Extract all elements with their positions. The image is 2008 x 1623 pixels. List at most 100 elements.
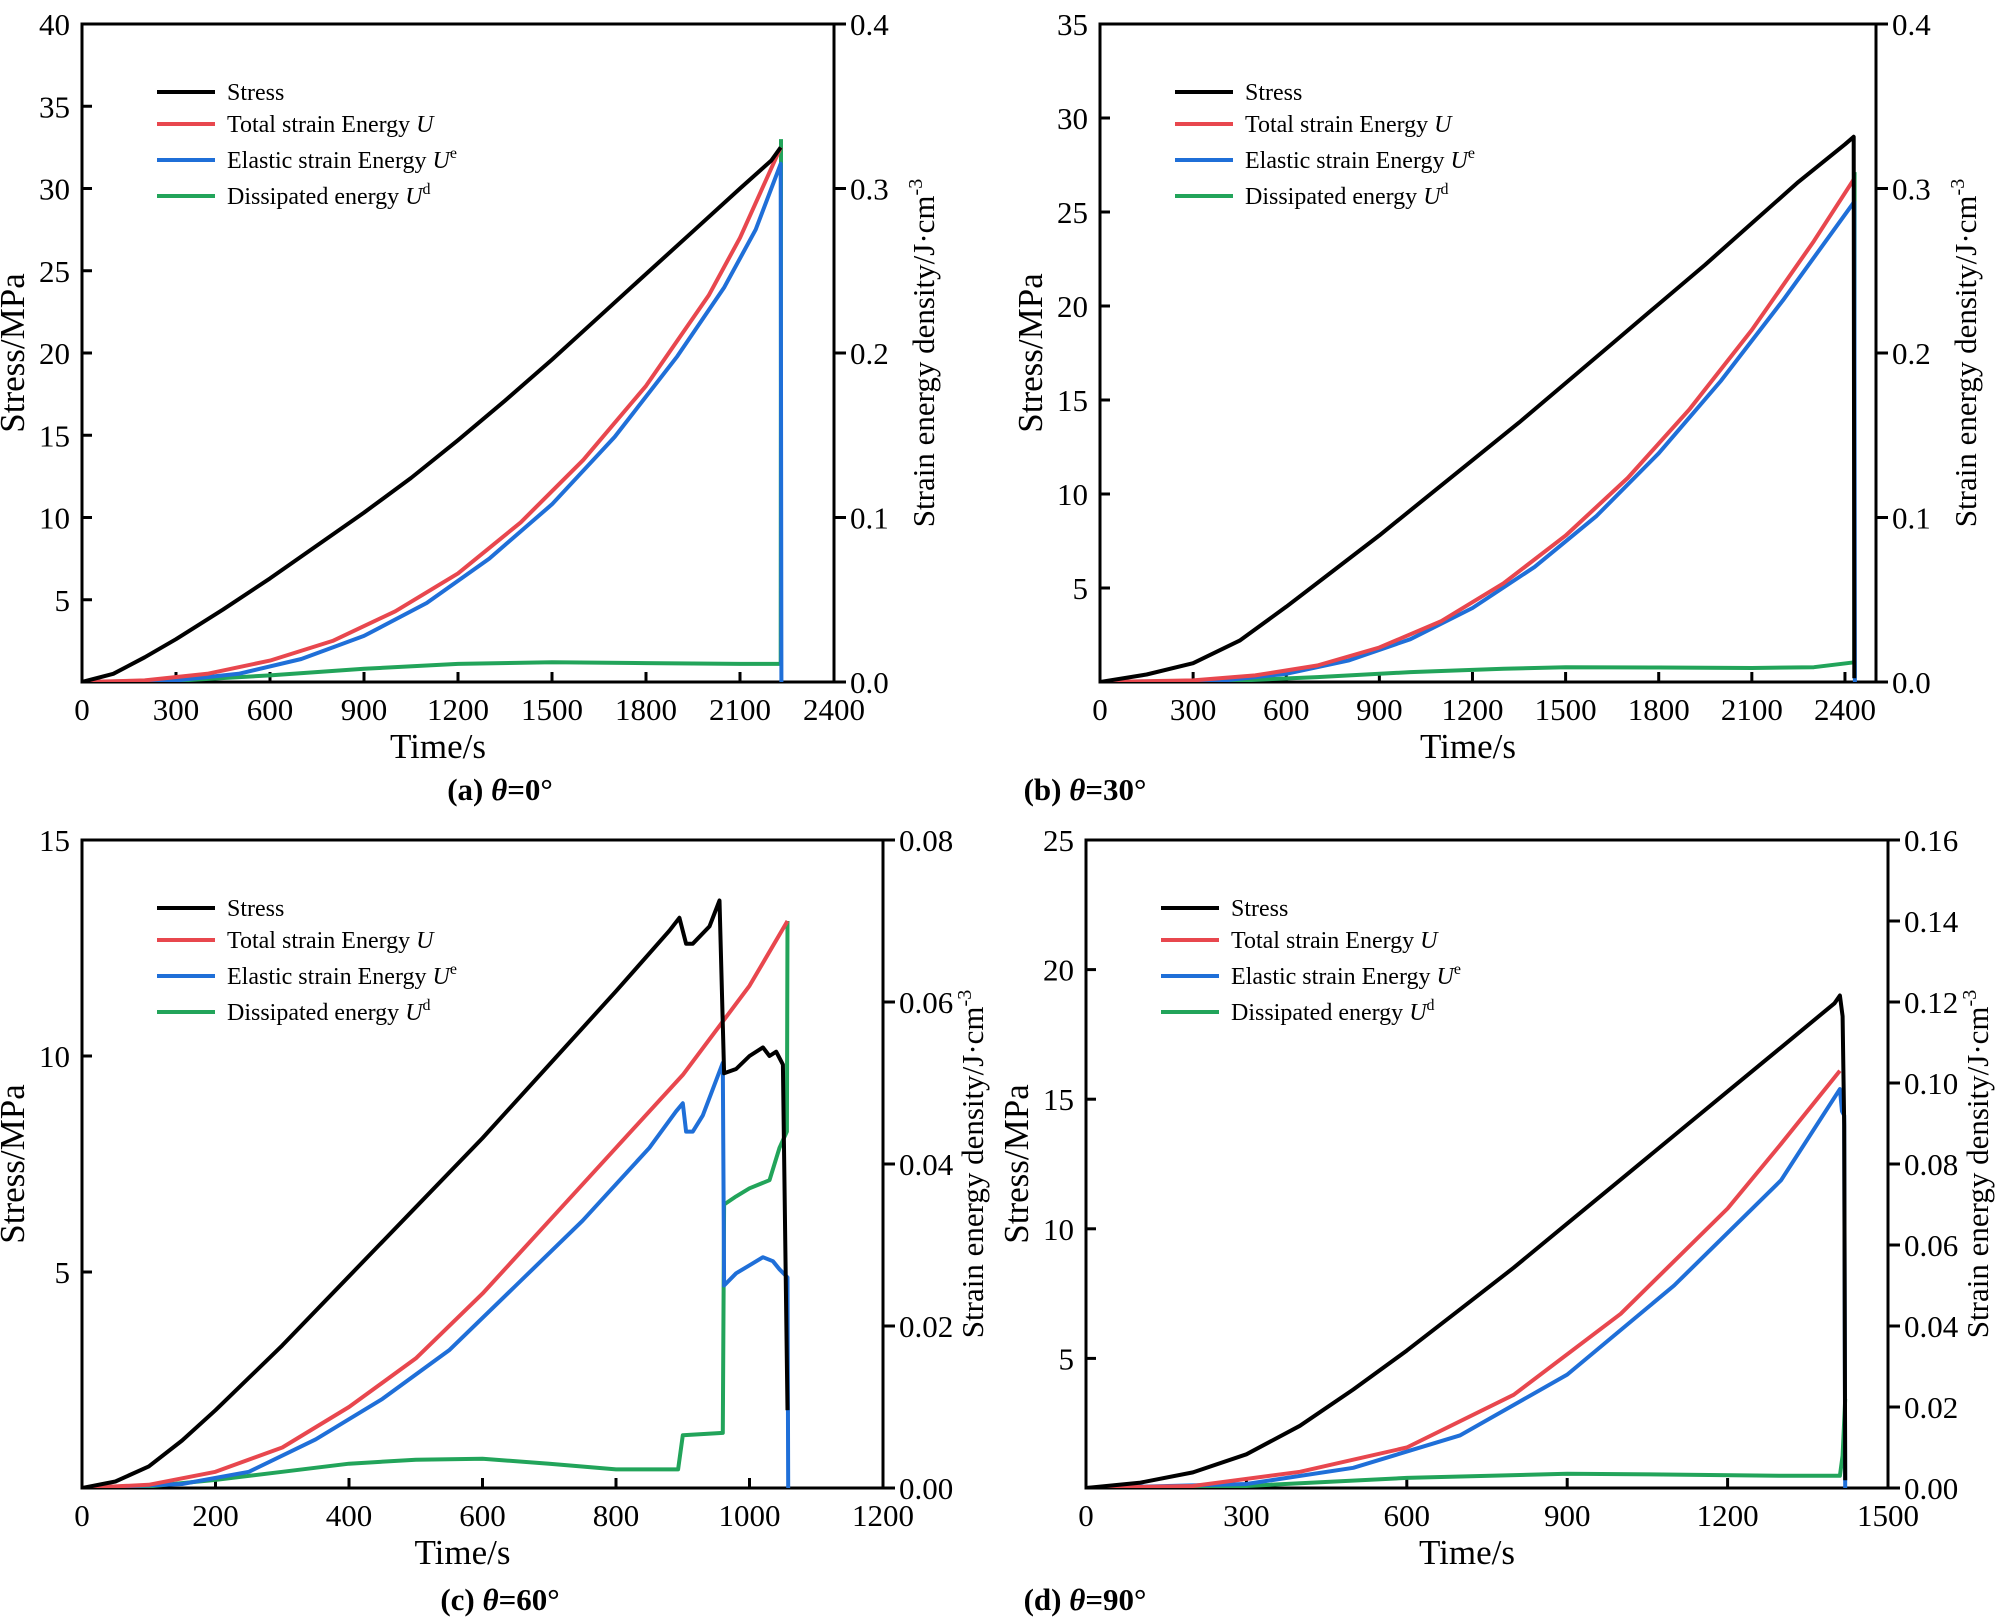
panel-a-legend-label-symbol: U <box>433 148 452 174</box>
panel-d-y2-tick-label: 0.06 <box>1904 1228 1958 1263</box>
panel-d-legend-label-name: Dissipated energy <box>1231 1000 1409 1026</box>
panel-c-x-tick-label: 1000 <box>719 1498 781 1533</box>
panel-d-legend-label-name: Stress <box>1231 896 1288 922</box>
panel-c-plot-frame <box>80 838 885 1490</box>
panel-c-caption: (c) θ=60° <box>440 1582 559 1617</box>
panel-c-legend-label: Elastic strain Energy Ue <box>227 961 457 990</box>
panel-c-legend-label-symbol: U <box>416 928 435 954</box>
panel-a-x-tick-label: 0 <box>74 692 90 727</box>
panel-c-x-tick-label: 800 <box>593 1498 640 1533</box>
panel-a-chart: 0 300 600 900 1200 1500 1800 2100 2400 5 10 15 20 25 3… <box>0 7 941 807</box>
panel-b-y2-tick-label: 0.2 <box>1892 336 1931 371</box>
panel-d-x-tick-label: 300 <box>1223 1498 1270 1533</box>
panel-d-y-axis-title: Stress/MPa <box>997 1084 1036 1244</box>
panel-c-caption-suffix: =60° <box>499 1582 560 1617</box>
panel-c-caption-prefix: (c) <box>440 1582 482 1617</box>
panel-c-y2-axis-title-sup: -3 <box>954 990 976 1007</box>
panel-b-caption-prefix: (b) <box>1024 772 1070 807</box>
panel-d-legend-label-name: Total strain Energy <box>1231 928 1420 954</box>
panel-a-legend-label: Elastic strain Energy Ue <box>227 145 457 174</box>
panel-c-series-elastic-strain-energy-ue <box>82 1060 791 1488</box>
panel-d-chart: 0 300 600 900 1200 1500 5 10 15 20 25 0.00 0.02 0.04 0… <box>997 823 1995 1617</box>
panel-a-legend-label-name: Stress <box>227 80 284 106</box>
panel-b-y-axis-title: Stress/MPa <box>1011 273 1050 433</box>
panel-b-legend-label-name: Dissipated energy <box>1245 184 1423 210</box>
panel-b-series-stress <box>1100 134 1857 682</box>
panel-a-x-tick-label: 1800 <box>615 692 677 727</box>
panel-c-legend-label-symbol: U <box>405 1000 424 1026</box>
panel-d-series-elastic-strain-energy-ue <box>1086 1087 1848 1488</box>
panel-c-series-stress <box>82 898 790 1488</box>
panel-c-legend-label-name: Total strain Energy <box>227 928 416 954</box>
panel-b-legend-label-sup: e <box>1468 145 1475 162</box>
panel-d-y-tick-label: 10 <box>1043 1212 1074 1247</box>
panel-c-x-tick-label: 600 <box>459 1498 506 1533</box>
panel-c-y2-axis-title-main: Strain energy density/J·cm <box>955 1006 990 1338</box>
panel-a-legend-label: Stress <box>227 80 284 106</box>
panel-b-y-tick-label: 25 <box>1057 195 1088 230</box>
panel-b-x-tick-label: 1800 <box>1628 692 1690 727</box>
panel-b-legend-label: Total strain Energy U <box>1245 112 1453 138</box>
panel-b-legend-label-name: Total strain Energy <box>1245 112 1434 138</box>
panel-c-y2-tick-label: 0.06 <box>899 985 953 1020</box>
panel-c-x-tick-label: 0 <box>74 1498 90 1533</box>
panel-a-series-elastic-strain-energy-ue <box>82 161 784 682</box>
panel-c-y-tick-label: 15 <box>39 823 70 858</box>
panel-d-plot-frame <box>1084 838 1890 1490</box>
panel-b-y2-tick-label: 0.4 <box>1892 7 1931 42</box>
panel-c-legend-label-name: Elastic strain Energy <box>227 964 433 990</box>
panel-b-legend-label-symbol: U <box>1434 112 1453 138</box>
panel-a-series-stress <box>82 146 783 682</box>
panel-d-legend-label: Elastic strain Energy Ue <box>1231 961 1461 990</box>
panel-b-y-tick-label: 20 <box>1057 289 1088 324</box>
panel-c-legend-label-name: Stress <box>227 896 284 922</box>
panel-c-legend-label-sup: e <box>450 961 457 978</box>
panel-a-y2-tick-label: 0.0 <box>850 665 889 700</box>
panel-d-y-tick-label: 25 <box>1043 823 1074 858</box>
panel-b-legend-label-symbol: U <box>1423 184 1442 210</box>
panel-d-y2-tick-label: 0.08 <box>1904 1147 1958 1182</box>
panel-b-x-tick-label: 2100 <box>1721 692 1783 727</box>
panel-d-legend-label-symbol: U <box>1420 928 1439 954</box>
panel-d-x-tick-label: 600 <box>1384 1498 1431 1533</box>
panel-b-legend-label: Dissipated energy Ud <box>1245 181 1449 210</box>
panel-b-caption-var: θ <box>1069 772 1085 807</box>
panel-c-y-axis-title: Stress/MPa <box>0 1084 32 1244</box>
panel-a-legend-label-name: Total strain Energy <box>227 112 416 138</box>
panel-d-y-tick-label: 20 <box>1043 953 1074 988</box>
panel-a-y2-axis-title: Strain energy density/J·cm-3 <box>905 179 941 527</box>
panel-a-x-tick-label: 1500 <box>521 692 583 727</box>
panel-d-legend-label-name: Elastic strain Energy <box>1231 964 1437 990</box>
panel-b-x-tick-label: 1500 <box>1535 692 1597 727</box>
panel-c-legend-label: Stress <box>227 896 284 922</box>
panel-d-y2-tick-label: 0.00 <box>1904 1471 1958 1506</box>
panel-c-legend-label-symbol: U <box>433 964 452 990</box>
panel-a-x-tick-label: 300 <box>153 692 200 727</box>
panel-c-y2-tick-label: 0.08 <box>899 823 953 858</box>
panel-c-x-tick-label: 400 <box>326 1498 373 1533</box>
panel-a-legend-label-sup: d <box>423 181 431 198</box>
panel-a-x-axis-title: Time/s <box>390 727 486 766</box>
panel-a-y2-tick-label: 0.2 <box>850 336 889 371</box>
panel-d-caption-suffix: =90° <box>1085 1582 1146 1617</box>
panel-b-y2-tick-label: 0.1 <box>1892 501 1931 536</box>
panel-a-y-tick-label: 20 <box>39 336 70 371</box>
panel-d-legend-label-symbol: U <box>1409 1000 1428 1026</box>
panel-c-y2-axis-title: Strain energy density/J·cm-3 <box>954 990 990 1338</box>
panel-a-y2-axis-title-sup: -3 <box>905 179 927 196</box>
panel-b-caption-suffix: =30° <box>1085 772 1146 807</box>
panel-d-caption-prefix: (d) <box>1024 1582 1070 1617</box>
panel-b-caption: (b) θ=30° <box>1024 772 1147 807</box>
panel-a-y-tick-label: 40 <box>39 7 70 42</box>
panel-b-legend-label: Elastic strain Energy Ue <box>1245 145 1475 174</box>
panel-d-y-tick-label: 5 <box>1059 1341 1075 1376</box>
panel-d-y2-tick-label: 0.14 <box>1904 904 1959 939</box>
panel-b-x-tick-label: 1200 <box>1441 692 1503 727</box>
panel-b-series-total-strain-energy-u <box>1100 177 1856 682</box>
panel-b-x-tick-label: 2400 <box>1814 692 1876 727</box>
panel-c-x-tick-label: 1200 <box>852 1498 914 1533</box>
panel-d-x-tick-label: 0 <box>1078 1498 1094 1533</box>
panel-d-y2-axis-title-sup: -3 <box>1959 990 1981 1007</box>
panel-b-legend-label-name: Stress <box>1245 80 1302 106</box>
panel-d-legend-label: Dissipated energy Ud <box>1231 997 1435 1026</box>
